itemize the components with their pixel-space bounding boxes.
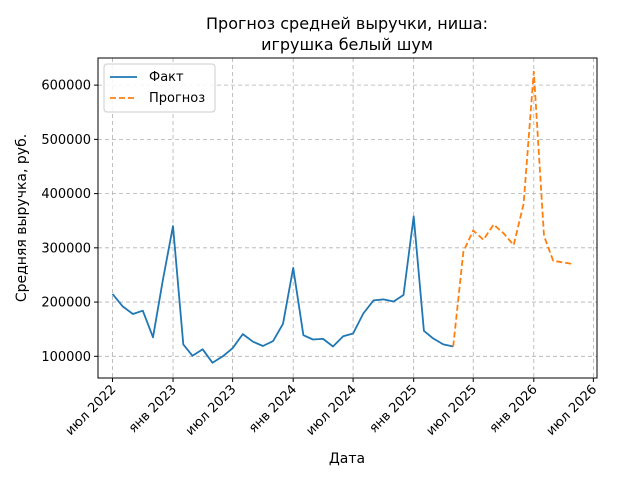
plot-frame: [97, 57, 598, 379]
series-line-fact: [111, 215, 454, 364]
chart-title-line-2: игрушка белый шум: [261, 35, 433, 54]
legend-label-fact: Факт: [149, 70, 184, 85]
chart-title-line-1: Прогноз средней выручки, ниша:: [206, 14, 488, 33]
y-tick-label: 100000: [41, 350, 91, 365]
series-lines: [111, 70, 574, 364]
y-axis-ticks: 100000 200000 300000 400000 500000 600000: [41, 79, 98, 365]
series-line-forecast: [452, 70, 574, 347]
x-axis-label: Дата: [329, 451, 365, 467]
legend-label-forecast: Прогноз: [149, 91, 205, 106]
y-axis-label: Средняя выручка, руб.: [14, 134, 30, 302]
grid-lines: [98, 58, 597, 378]
y-tick-label: 400000: [41, 187, 91, 202]
y-tick-label: 600000: [41, 79, 91, 94]
y-tick-label: 200000: [41, 296, 91, 311]
legend-box: [103, 63, 216, 113]
legend: Факт Прогноз: [103, 63, 216, 113]
y-tick-label: 500000: [41, 133, 91, 148]
y-tick-label: 300000: [41, 241, 91, 256]
